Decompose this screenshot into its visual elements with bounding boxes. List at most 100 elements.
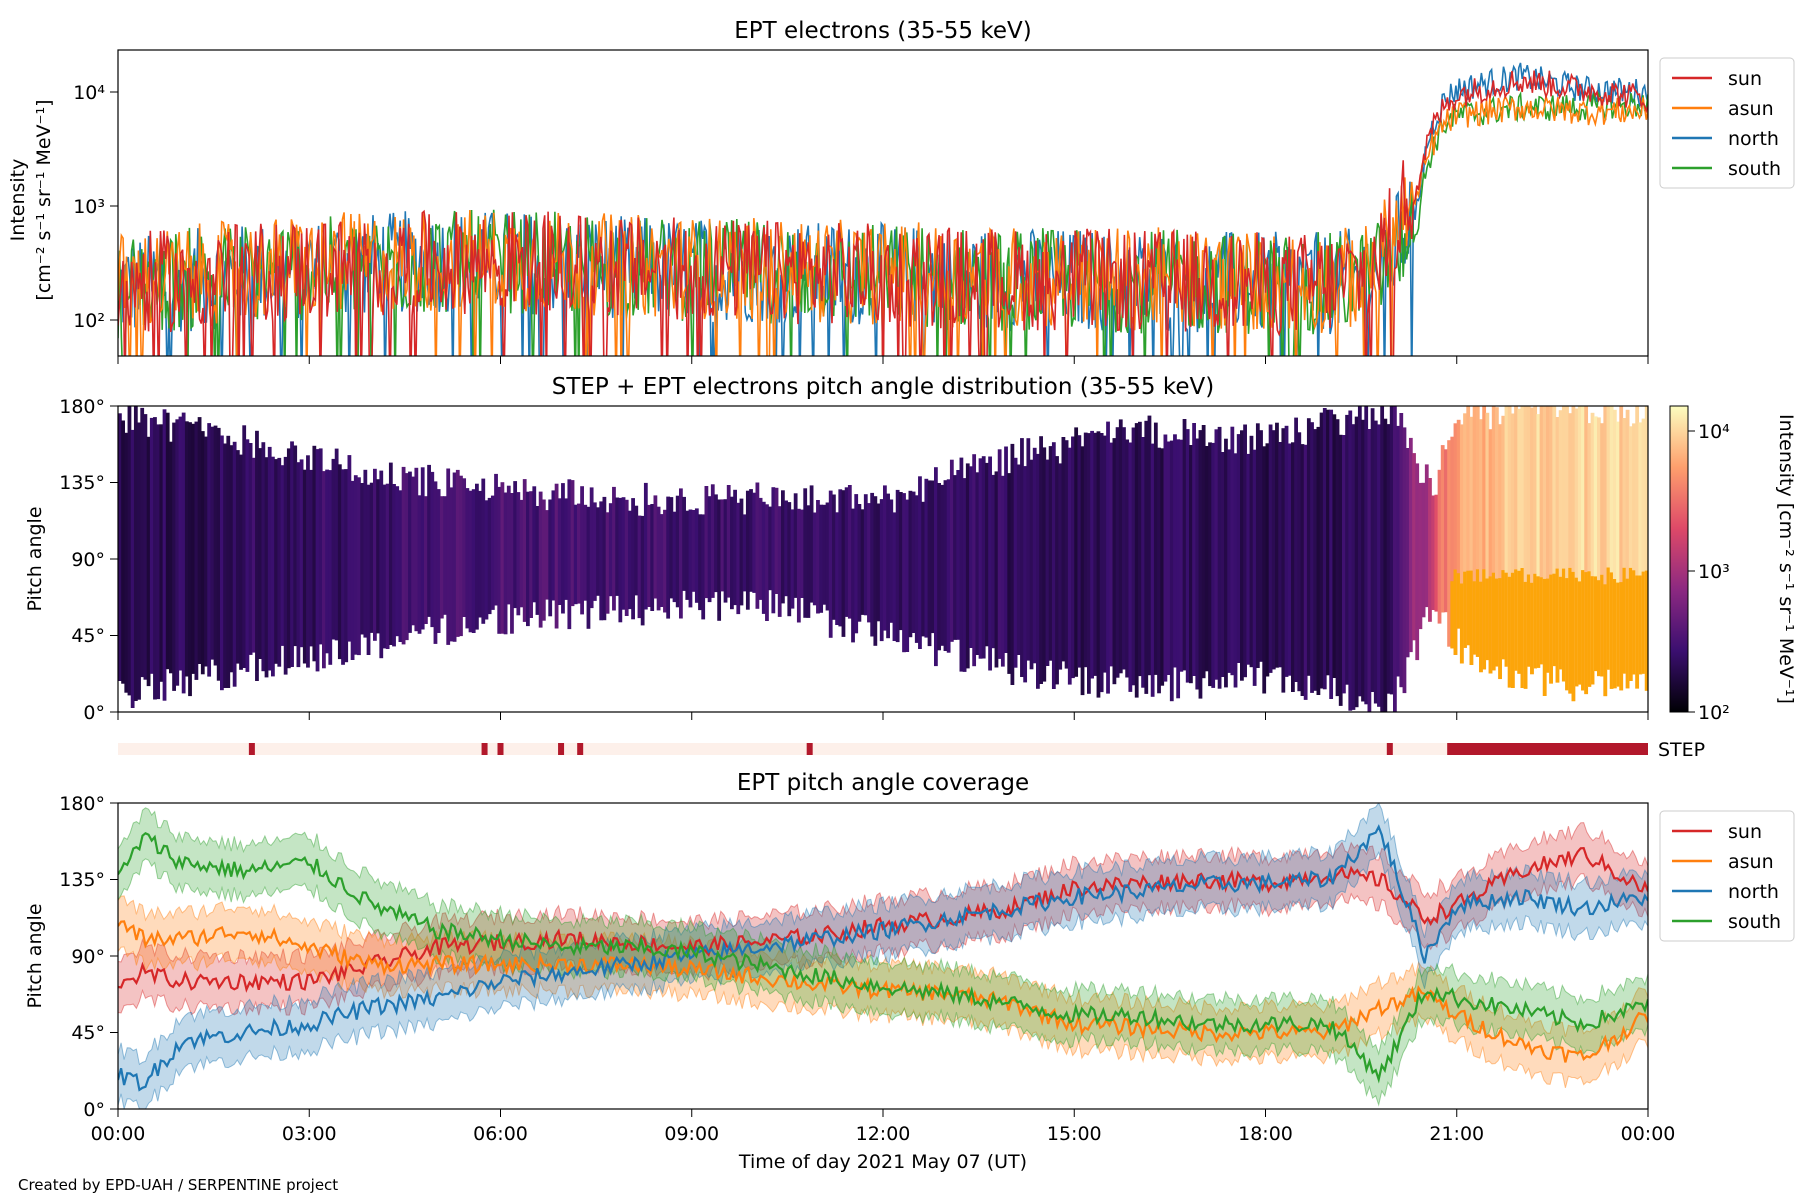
pad-cell: [1495, 578, 1499, 667]
pad-cell: [194, 421, 199, 680]
pad-cell: [1243, 424, 1247, 678]
pad-cell: [420, 467, 425, 630]
legend-label-asun: asun: [1728, 851, 1774, 873]
pad-cell: [1077, 435, 1082, 668]
pad-cell: [439, 496, 444, 619]
pad-cell: [803, 488, 808, 618]
pad-cell: [545, 510, 549, 600]
pad-cell: [1619, 582, 1624, 691]
pad-cell: [522, 479, 527, 622]
step-mark: [248, 743, 255, 755]
legend-label-asun: asun: [1728, 98, 1774, 120]
pad-cell: [159, 424, 164, 682]
pad-cell: [1463, 413, 1467, 648]
pad-cell: [1000, 475, 1005, 667]
pad-cell: [315, 449, 320, 672]
pad-cell: [1510, 413, 1515, 688]
pad-cell: [1071, 436, 1075, 679]
pad-cell: [841, 490, 846, 637]
pad-cell: [376, 479, 380, 634]
pad-cell: [624, 499, 629, 616]
pad-cell: [1472, 581, 1477, 655]
pad-cell: [1609, 572, 1614, 689]
pad-cell: [586, 506, 591, 629]
pad-cell: [455, 469, 460, 637]
pad-cell: [267, 446, 272, 671]
pad-cell: [1555, 568, 1560, 683]
pad-cell: [1459, 583, 1464, 664]
pad-cell: [1230, 426, 1235, 676]
pad-cell: [1520, 568, 1525, 688]
pad-cell: [1565, 578, 1569, 691]
step-strip: STEP: [118, 739, 1705, 761]
pad-cell: [694, 508, 699, 603]
intensity-y-tick-label: 10³: [73, 196, 105, 218]
pad-cell: [401, 466, 406, 645]
pad-cell: [306, 455, 310, 668]
pad-cell: [1546, 406, 1550, 673]
pad-cell: [1558, 410, 1563, 670]
step-strip-background: [118, 743, 1648, 755]
pad-cell: [745, 490, 750, 610]
pad-cell: [1342, 435, 1346, 694]
pad-cell: [1479, 581, 1483, 673]
pad-cell: [1501, 570, 1506, 660]
x-tick-label: 21:00: [1429, 1123, 1484, 1145]
coverage-x-ticks: [117, 1109, 1649, 1117]
pad-cell: [599, 501, 604, 621]
pad-cell: [1163, 434, 1168, 682]
pad-cell: [844, 487, 849, 617]
pad-cell: [1447, 440, 1451, 647]
pad-cell: [548, 499, 553, 617]
pad-cell: [752, 492, 757, 593]
pad-cell: [1609, 406, 1614, 689]
pad-cell: [742, 514, 747, 592]
pad-cell: [988, 456, 992, 671]
pad-cell: [975, 472, 980, 655]
pad-cell: [1456, 419, 1461, 629]
pad-cell: [1533, 573, 1538, 669]
pad-cell: [494, 473, 498, 606]
pad-cell: [388, 462, 393, 645]
pad-cell: [1485, 578, 1490, 661]
pad-cell: [771, 487, 776, 614]
pad-cell: [1176, 439, 1181, 699]
pad-cell: [806, 505, 811, 618]
pad-cell: [1590, 412, 1595, 685]
pad-cell: [1348, 410, 1353, 711]
pad-cell: [337, 464, 342, 660]
pad-cell: [325, 469, 329, 654]
pad-cell: [1185, 429, 1190, 683]
pad-cell: [1083, 432, 1088, 668]
pad-cell: [471, 489, 476, 633]
pad-cell: [366, 484, 371, 655]
pad-cell: [816, 500, 820, 614]
pad-cell: [1644, 406, 1648, 691]
pad-cell: [621, 497, 626, 610]
pad-cell: [1364, 406, 1369, 705]
pad-cell: [1224, 438, 1228, 688]
pad-cell: [286, 448, 291, 669]
pad-cell: [1431, 495, 1436, 610]
pad-cell: [1622, 418, 1627, 674]
pad-cell: [1479, 419, 1483, 673]
pad-cell: [1335, 419, 1340, 697]
pad-cell: [953, 475, 957, 640]
pad-cell: [640, 515, 645, 626]
pad-cell: [414, 467, 419, 632]
pad-cell: [1526, 574, 1531, 667]
pad-cell: [1039, 436, 1043, 684]
pad-ylabel: Pitch angle: [24, 506, 46, 611]
pad-cell: [1294, 417, 1298, 682]
pad-cell: [867, 503, 871, 623]
pad-cell: [1300, 444, 1305, 696]
pad-cell: [334, 448, 339, 641]
pad-cell: [519, 499, 524, 608]
intensity-line-asun: [118, 94, 1648, 356]
pad-cell: [1542, 406, 1547, 696]
pad-cell: [577, 503, 581, 604]
pad-cell: [1138, 421, 1142, 677]
pad-cell: [1641, 418, 1646, 674]
pad-cell: [1612, 409, 1617, 689]
pad-cell: [774, 487, 779, 594]
